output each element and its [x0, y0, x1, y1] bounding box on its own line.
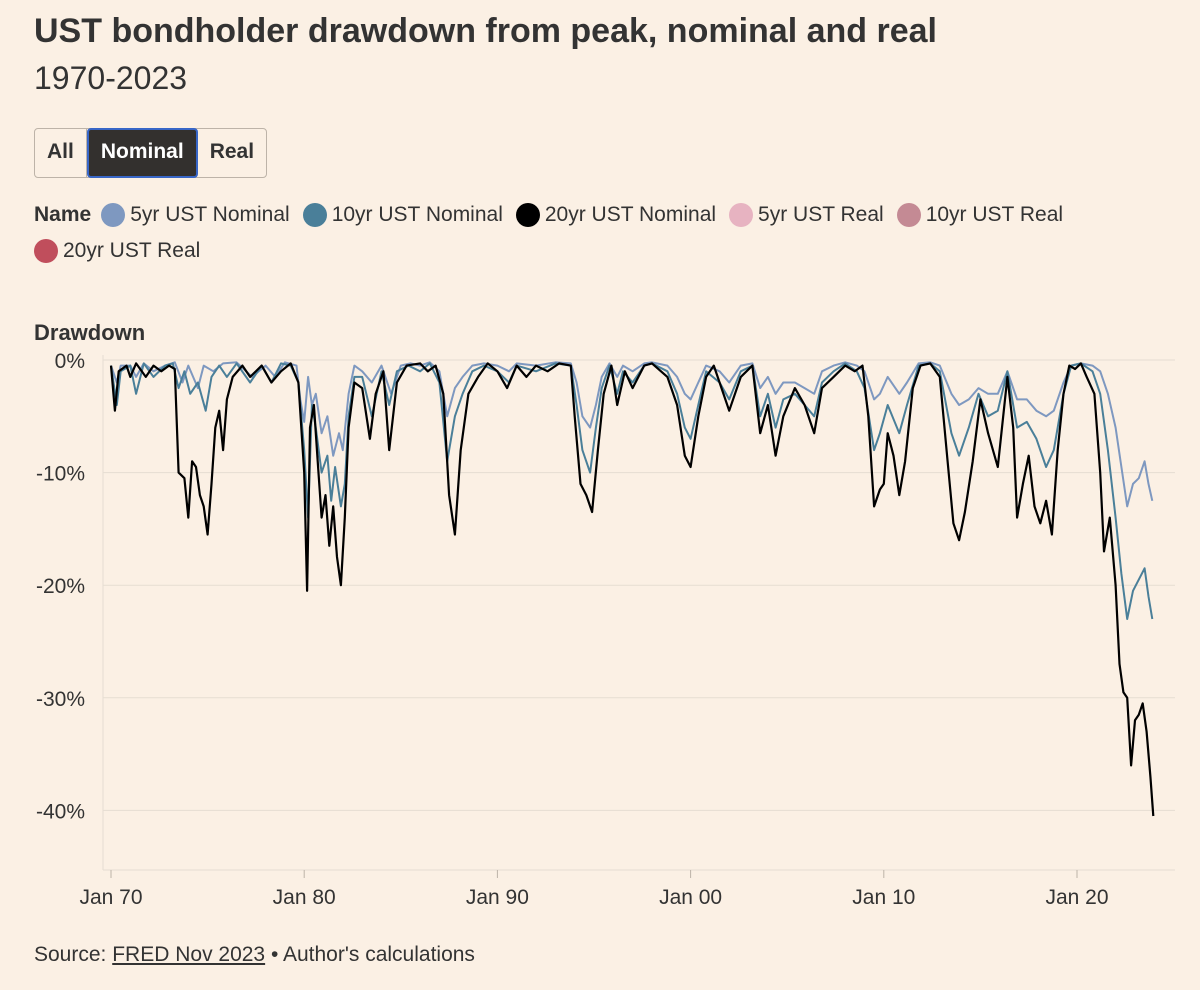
legend-label: 5yr UST Real — [758, 203, 884, 226]
toggle-all-button[interactable]: All — [35, 129, 87, 177]
legend-label: 10yr UST Nominal — [331, 203, 503, 226]
x-tick-label: Jan 10 — [852, 886, 915, 909]
legend-swatch-icon — [302, 203, 327, 227]
legend-item-10yr-nominal[interactable]: 10yr UST Nominal — [302, 200, 503, 230]
x-tick-label: Jan 20 — [1045, 886, 1108, 909]
source-link[interactable]: FRED Nov 2023 — [112, 943, 266, 966]
toggle-nominal-button[interactable]: Nominal — [86, 128, 198, 178]
source-prefix: Source: — [34, 943, 113, 966]
legend-swatch-icon — [101, 203, 126, 227]
chart-subtitle: 1970-2023 — [34, 60, 188, 96]
legend-label: 5yr UST Nominal — [130, 203, 290, 226]
y-tick-label: -30% — [36, 688, 85, 711]
legend-swatch-icon — [34, 239, 58, 263]
x-axis-ticks: Jan 70 Jan 80 Jan 90 Jan 00 Jan 10 Jan 20 — [79, 870, 1109, 909]
series-line-10yr-ust-nominal — [110, 362, 1154, 620]
legend-item-20yr-real[interactable]: 20yr UST Real — [34, 236, 200, 266]
legend-title: Name — [34, 203, 92, 226]
series-lines — [109, 361, 1155, 817]
series-line-20yr-ust-nominal — [109, 362, 1155, 817]
toggle-real-button[interactable]: Real — [209, 140, 255, 163]
x-tick-label: Jan 80 — [273, 886, 336, 909]
y-axis-label: Drawdown — [34, 320, 146, 345]
legend-swatch-icon — [896, 203, 921, 227]
x-tick-label: Jan 90 — [466, 886, 529, 909]
legend-label: 20yr UST Real — [63, 239, 201, 262]
series-line-5yr-ust-nominal — [110, 361, 1154, 508]
legend-item-5yr-nominal[interactable]: 5yr UST Nominal — [101, 200, 290, 230]
legend-label: 10yr UST Real — [925, 203, 1064, 226]
source-note: Source: FRED Nov 2023 • Author's calcula… — [34, 943, 475, 967]
legend-swatch-icon — [729, 203, 754, 227]
legend-label: 20yr UST Nominal — [544, 203, 717, 226]
chart-title: UST bondholder drawdown from peak, nomin… — [34, 12, 937, 50]
y-axis-ticks: 0% -10% -20% -30% -40% — [36, 350, 85, 823]
legend: Name 5yr UST Nominal 10yr UST Nominal 20… — [34, 200, 1174, 266]
y-tick-label: -40% — [36, 800, 85, 823]
legend-item-10yr-real[interactable]: 10yr UST Real — [896, 200, 1064, 230]
line-chart: 0%-10%-20%-30%-40% Jan 70 Jan 80 Jan 90 Jan… — [36, 350, 1175, 909]
legend-swatch-icon — [515, 203, 540, 227]
grid — [102, 355, 1175, 871]
x-tick-label: Jan 70 — [79, 886, 142, 909]
y-tick-label: -20% — [36, 575, 85, 598]
y-tick-label: -10% — [36, 463, 85, 486]
legend-item-5yr-real[interactable]: 5yr UST Real — [729, 200, 884, 230]
x-tick-label: Jan 00 — [659, 886, 722, 909]
series-toggle: All Nominal Real — [34, 128, 268, 178]
legend-item-20yr-nominal[interactable]: 20yr UST Nominal — [515, 200, 717, 230]
y-tick-label: 0% — [55, 350, 85, 373]
source-suffix: • Author's calculations — [265, 943, 475, 966]
